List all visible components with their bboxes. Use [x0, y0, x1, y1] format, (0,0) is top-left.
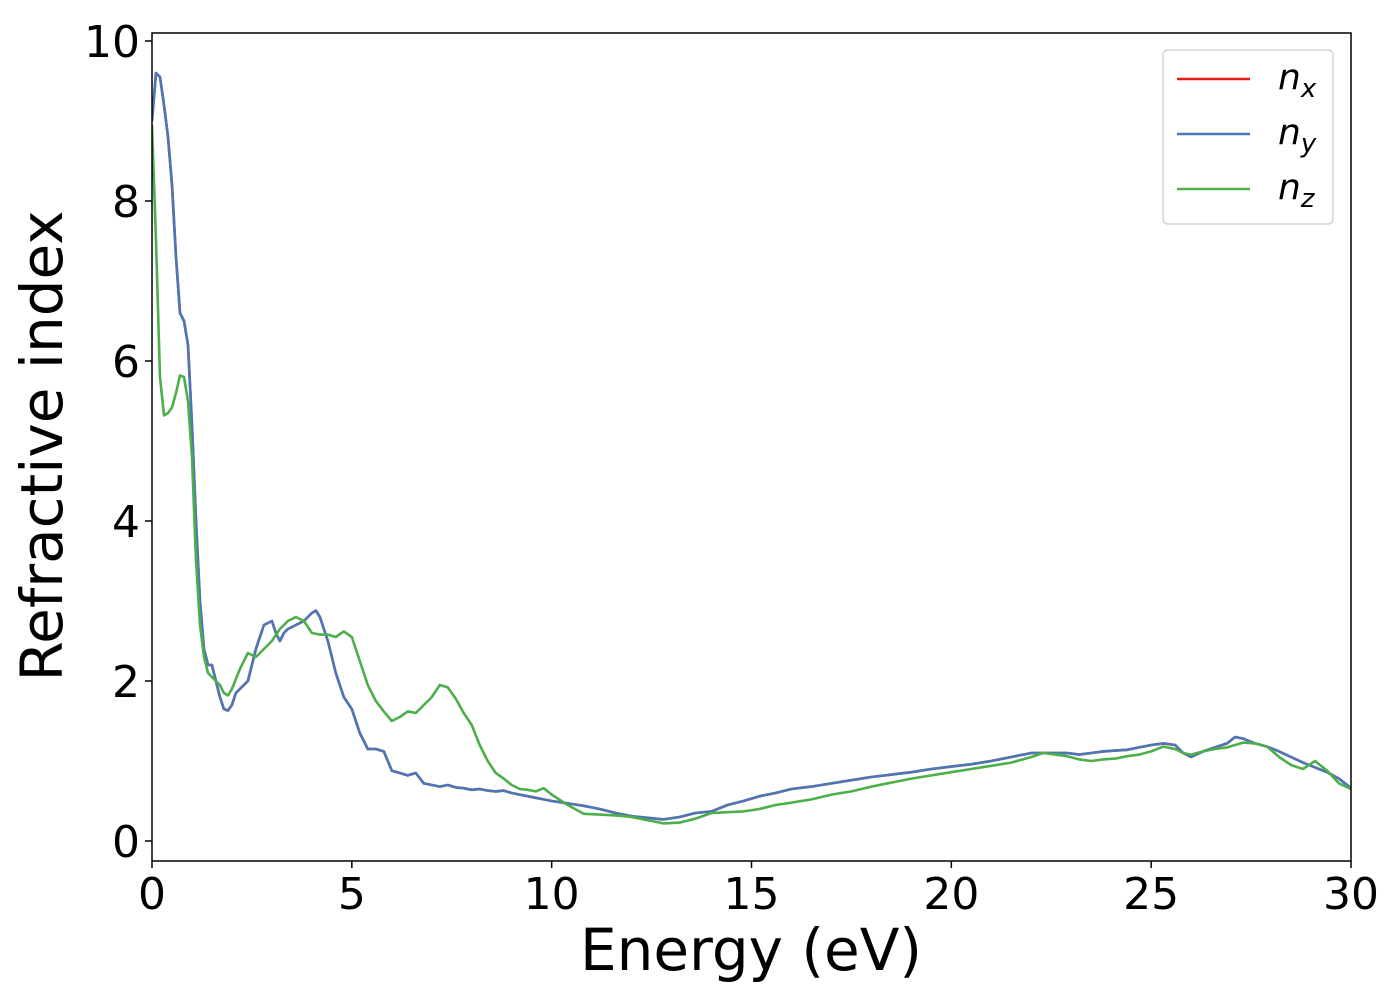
x-axis-label: Energy (eV) [580, 916, 922, 984]
y-tick-label: 0 [112, 817, 140, 868]
x-tick-label: 30 [1323, 869, 1379, 920]
y-axis-label: Refractive index [8, 210, 76, 681]
legend-box [1162, 49, 1334, 225]
x-tick-label: 5 [338, 869, 366, 920]
y-tick-label: 8 [112, 177, 140, 228]
x-tick-label: 10 [524, 869, 580, 920]
plot-lines [152, 71, 1351, 825]
x-tick-label: 25 [1123, 869, 1179, 920]
x-tick-label: 0 [138, 869, 166, 920]
x-tick-label: 20 [923, 869, 979, 920]
x-tick-label: 15 [724, 869, 780, 920]
y-tick-label: 2 [112, 657, 140, 708]
legend-label-x: nx [1278, 57, 1317, 104]
y-tick-label: 4 [112, 497, 140, 548]
legend: nx ny nz [1162, 49, 1334, 225]
y-tick-label: 10 [84, 17, 140, 68]
legend-label-y: ny [1278, 112, 1317, 159]
legend-label-z: nz [1278, 167, 1316, 214]
axis-ticks: 0 5 10 15 20 25 30 0 2 4 6 8 10 [84, 17, 1379, 920]
series-line-z [152, 124, 1351, 825]
series-line-y [152, 71, 1351, 821]
y-tick-label: 6 [112, 337, 140, 388]
